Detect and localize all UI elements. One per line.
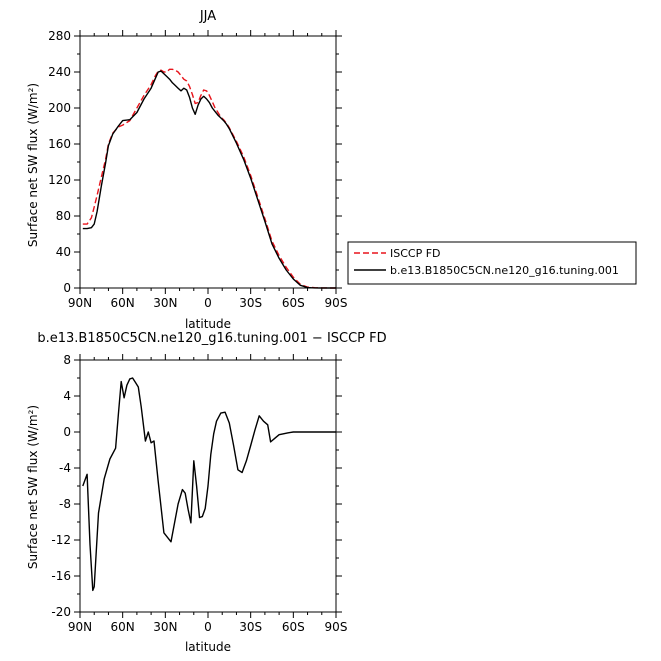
top-chart-ytick-label: 280 — [48, 29, 71, 43]
bottom-chart-xtick-label: 90S — [325, 620, 348, 634]
top-chart-ytick-label: 240 — [48, 65, 71, 79]
bottom-chart-xtick-label: 60N — [111, 620, 135, 634]
bottom-chart: b.e13.B1850C5CN.ne120_g16.tuning.001 − I… — [26, 331, 387, 654]
top-chart-ytick-label: 0 — [63, 281, 71, 295]
bottom-chart-xtick-label: 90N — [68, 620, 92, 634]
top-chart: JJA Surface net SW flux (W/m²) latitude … — [26, 9, 347, 331]
legend: ISCCP FD b.e13.B1850C5CN.ne120_g16.tunin… — [347, 241, 637, 285]
top-chart-xtick-label: 60S — [282, 296, 305, 310]
bottom-chart-series-line-0 — [82, 377, 336, 592]
top-chart-series — [82, 68, 336, 289]
legend-label-model: b.e13.B1850C5CN.ne120_g16.tuning.001 — [390, 264, 619, 277]
bottom-chart-xtick-label: 0 — [204, 620, 212, 634]
bottom-chart-ytick-label: -20 — [51, 605, 71, 619]
top-chart-ytick-label: 80 — [56, 209, 71, 223]
bottom-chart-frame — [79, 359, 337, 613]
bottom-chart-xtick-label: 30N — [153, 620, 177, 634]
bottom-chart-title: b.e13.B1850C5CN.ne120_g16.tuning.001 − I… — [37, 331, 386, 346]
bottom-chart-ytick-label: -12 — [51, 533, 71, 547]
bottom-chart-ytick-label: -8 — [59, 497, 71, 511]
top-chart-ytick-label: 160 — [48, 137, 71, 151]
top-chart-series-line-0 — [82, 68, 336, 289]
bottom-chart-xtick-label: 60S — [282, 620, 305, 634]
bottom-chart-ylabel: Surface net SW flux (W/m²) — [26, 405, 40, 569]
bottom-chart-xlabel: latitude — [185, 640, 231, 654]
top-chart-ticks: 90N 60N 30N 0 30S 60S 90S 0 40 80 120 160 200 240 280 — [48, 29, 347, 310]
bottom-chart-ytick-label: 8 — [63, 353, 71, 367]
top-chart-ytick-label: 200 — [48, 101, 71, 115]
bottom-chart-ytick-label: 0 — [63, 425, 71, 439]
bottom-chart-ticks: 90N 60N 30N 0 30S 60S 90S -20 -16 -12 -8 -4 0 4 8 — [51, 353, 347, 634]
top-chart-xtick-label: 30N — [153, 296, 177, 310]
top-chart-xtick-label: 30S — [239, 296, 262, 310]
top-chart-ylabel: Surface net SW flux (W/m²) — [26, 83, 40, 247]
top-chart-title: JJA — [199, 9, 216, 24]
top-chart-ytick-label: 40 — [56, 245, 71, 259]
top-chart-series-line-1 — [82, 70, 336, 289]
top-chart-xtick-label: 90S — [325, 296, 348, 310]
top-chart-frame — [79, 35, 337, 289]
top-chart-xtick-label: 0 — [204, 296, 212, 310]
top-chart-xtick-label: 90N — [68, 296, 92, 310]
top-chart-xlabel: latitude — [185, 317, 231, 331]
legend-label-isccp: ISCCP FD — [390, 247, 441, 260]
bottom-chart-ytick-label: -16 — [51, 569, 71, 583]
top-chart-ytick-label: 120 — [48, 173, 71, 187]
bottom-chart-xtick-label: 30S — [239, 620, 262, 634]
bottom-chart-series — [82, 377, 336, 592]
legend-box — [347, 241, 637, 285]
top-chart-xtick-label: 60N — [111, 296, 135, 310]
bottom-chart-ytick-label: -4 — [59, 461, 71, 475]
bottom-chart-ytick-label: 4 — [63, 389, 71, 403]
